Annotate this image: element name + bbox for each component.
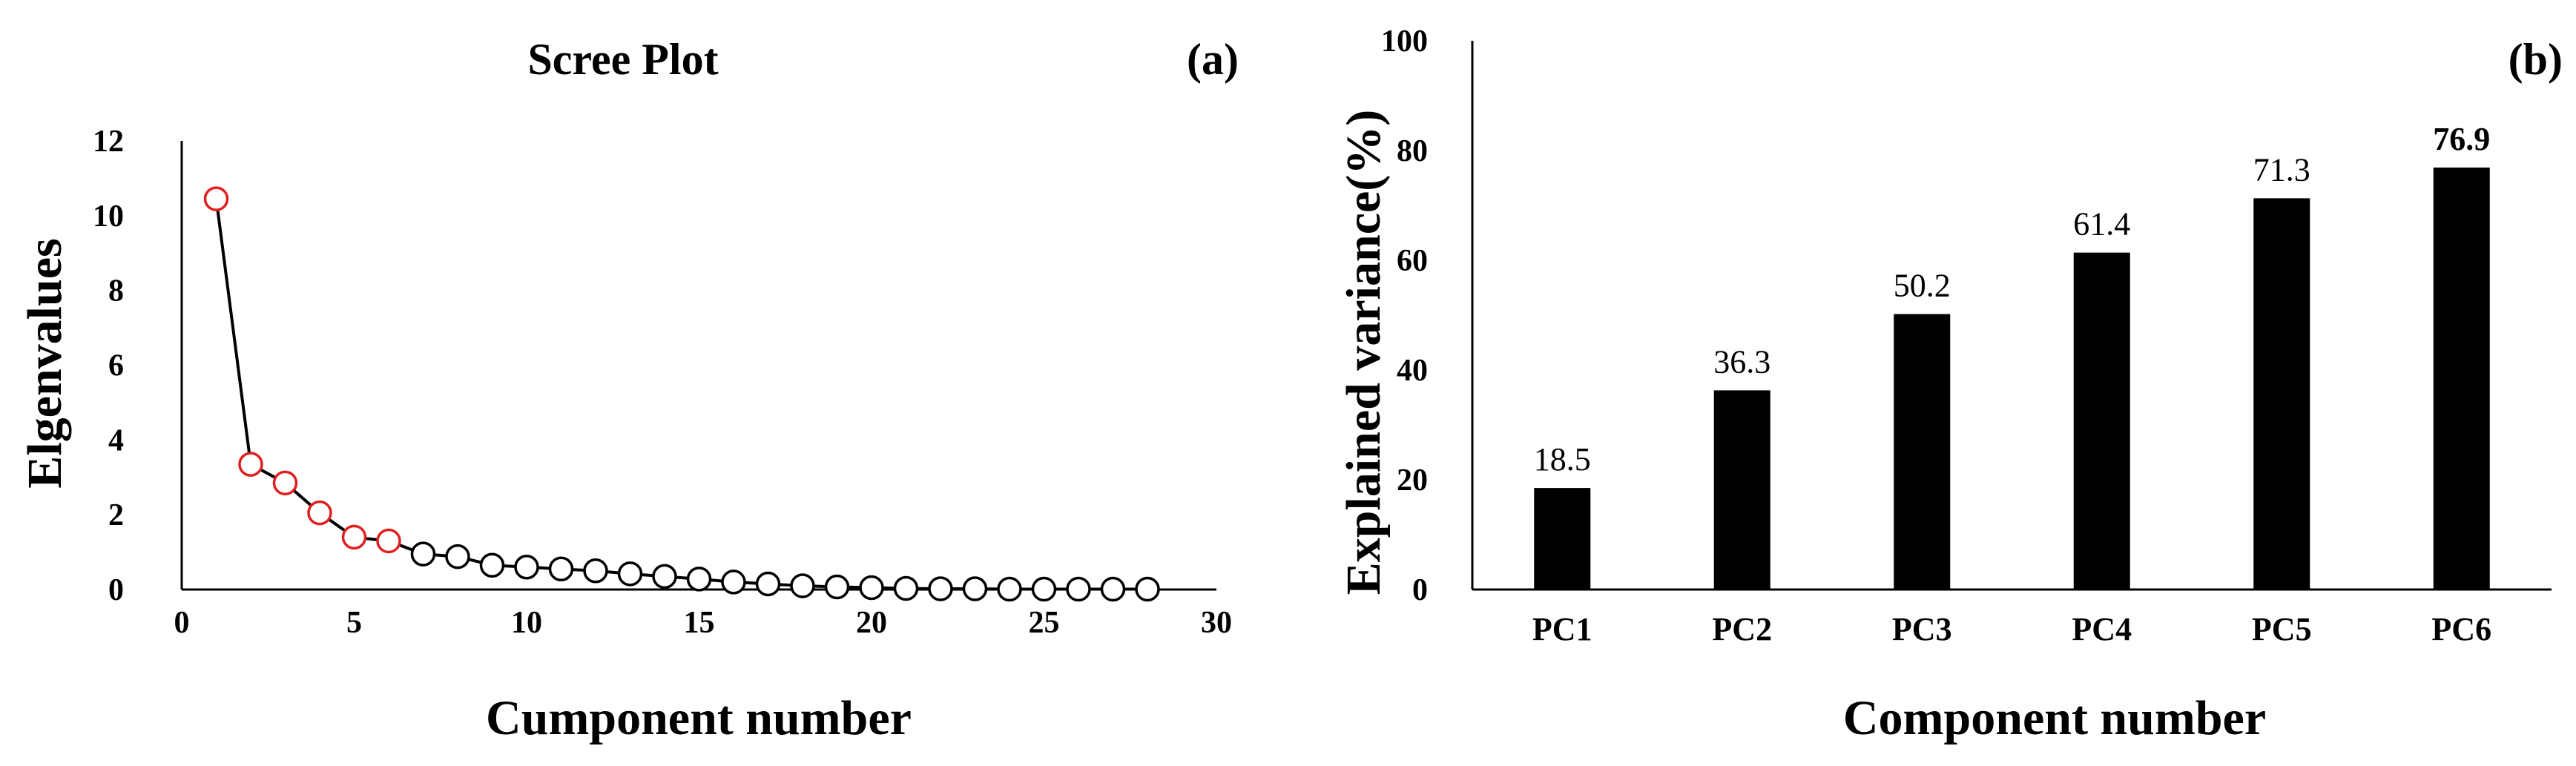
- scree-point: [686, 567, 712, 592]
- panel-label-b: (b): [2509, 35, 2563, 84]
- scree-point: [652, 564, 677, 590]
- scree-x-tick-label: 5: [346, 606, 362, 640]
- variance-bar-pc2: [1713, 390, 1770, 590]
- scree-y-tick-label: 0: [108, 573, 124, 607]
- scree-point: [514, 555, 539, 580]
- variance-y-tick-label: 100: [1381, 24, 1428, 59]
- scree-point: [721, 569, 746, 595]
- scree-x-tick-label: 0: [174, 606, 190, 640]
- scree-point: [755, 571, 781, 597]
- scree-x-tick-label: 20: [856, 606, 887, 640]
- variance-category-label: PC1: [1532, 611, 1592, 647]
- scree-point: [1100, 576, 1126, 602]
- variance-bar-pc1: [1534, 488, 1591, 590]
- scree-x-axis-label: Cumponent number: [486, 691, 912, 745]
- variance-y-tick-label: 80: [1397, 134, 1428, 168]
- scree-point: [859, 575, 884, 601]
- scree-point: [479, 552, 505, 578]
- scree-x-tick-label: 15: [684, 606, 715, 640]
- variance-data-label: 18.5: [1534, 441, 1591, 478]
- scree-point: [893, 575, 919, 601]
- variance-category-label: PC4: [2072, 611, 2132, 647]
- explained-variance-chart: (b) Component number Explained variance(…: [1337, 24, 2563, 745]
- variance-y-tick-label: 0: [1412, 573, 1428, 607]
- scree-point-retained: [238, 452, 263, 477]
- variance-data-label: 76.9: [2433, 121, 2490, 157]
- variance-data-label: 50.2: [1894, 268, 1951, 304]
- scree-point-retained: [341, 524, 367, 550]
- scree-point: [445, 544, 470, 569]
- scree-point: [410, 541, 436, 567]
- variance-bar-pc5: [2253, 198, 2310, 590]
- scree-y-axis-label: Elgenvalues: [18, 238, 72, 488]
- variance-category-label: PC6: [2431, 611, 2491, 647]
- variance-bar-pc4: [2073, 252, 2130, 590]
- scree-y-tick-label: 10: [93, 199, 124, 234]
- scree-point: [548, 556, 574, 582]
- scree-y-tick-label: 6: [108, 349, 124, 383]
- variance-bar-pc3: [1894, 314, 1951, 590]
- scree-point: [617, 561, 643, 587]
- variance-category-label: PC5: [2252, 611, 2312, 647]
- variance-data-label: 61.4: [2073, 206, 2130, 242]
- scree-y-tick-label: 12: [93, 125, 124, 159]
- scree-point-retained: [307, 500, 332, 526]
- variance-y-tick-label: 20: [1397, 463, 1428, 498]
- scree-y-tick-label: 2: [108, 498, 124, 532]
- panel-label-a: (a): [1187, 35, 1239, 84]
- variance-y-tick-label: 40: [1397, 354, 1428, 388]
- scree-point: [928, 576, 953, 601]
- variance-y-axis-label: Explained variance(%): [1337, 110, 1391, 595]
- variance-data-label: 71.3: [2253, 151, 2310, 188]
- scree-point: [583, 558, 608, 584]
- variance-bar-pc6: [2433, 167, 2490, 590]
- scree-point: [962, 576, 988, 601]
- scree-x-tick-label: 30: [1201, 606, 1232, 640]
- variance-category-label: PC2: [1712, 611, 1772, 647]
- scree-x-tick-label: 25: [1029, 606, 1060, 640]
- scree-point: [824, 574, 850, 600]
- scree-plot-chart: Scree Plot (a) Cumponent number Elgenval…: [18, 35, 1239, 745]
- variance-category-label: PC3: [1892, 611, 1952, 647]
- scree-point: [1135, 576, 1160, 602]
- scree-point-retained: [203, 186, 229, 211]
- scree-y-tick-label: 4: [108, 423, 124, 458]
- variance-y-tick-label: 60: [1397, 244, 1428, 278]
- scree-point: [997, 576, 1022, 602]
- scree-point: [790, 573, 815, 598]
- scree-point-retained: [376, 528, 401, 554]
- scree-point: [1031, 576, 1057, 602]
- scree-series-line: [214, 198, 1147, 591]
- scree-y-tick-label: 8: [108, 274, 124, 308]
- scree-plot-title: Scree Plot: [527, 35, 718, 84]
- scree-point-retained: [272, 470, 298, 496]
- variance-x-axis-label: Component number: [1843, 691, 2266, 745]
- scree-x-tick-label: 10: [511, 606, 542, 640]
- scree-point: [1066, 576, 1091, 602]
- variance-data-label: 36.3: [1713, 343, 1770, 380]
